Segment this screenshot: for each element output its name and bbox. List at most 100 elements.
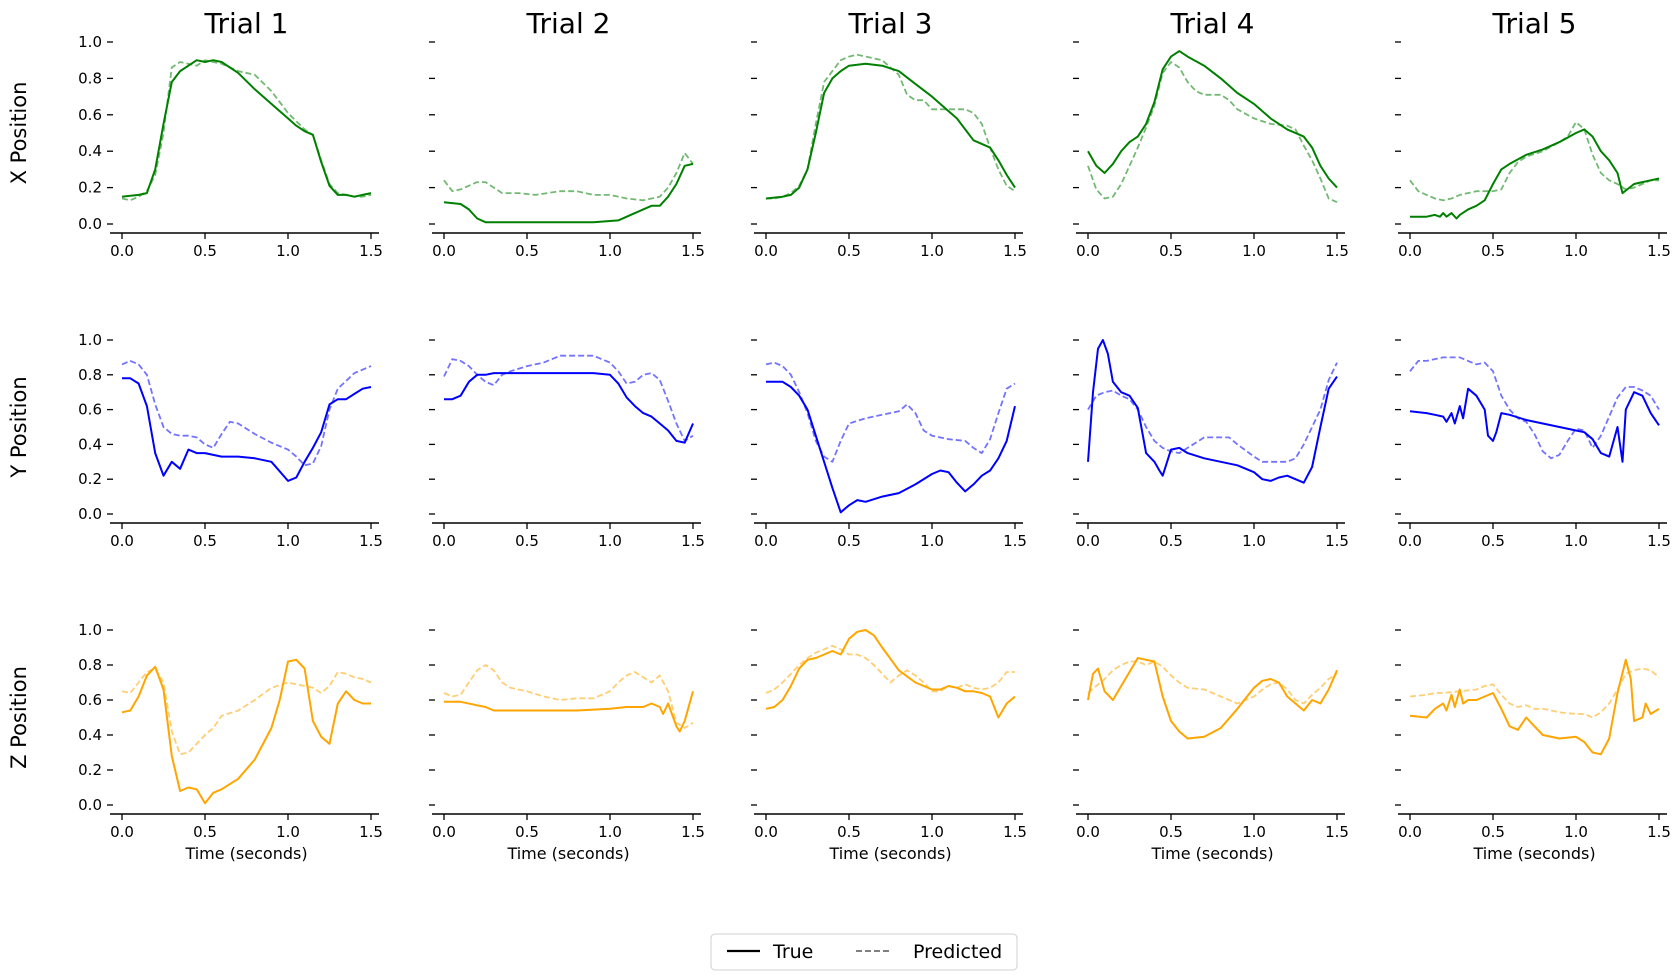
y-tick-label: 0.8	[78, 366, 102, 384]
x-tick-label: 0.5	[1481, 242, 1505, 260]
x-tick-label: 0.5	[515, 532, 539, 550]
series-true-line	[443, 162, 694, 224]
subplot-2-1: 0.0 0.5 1.0 1.5 0.0 0.2 0.4 0.6 0.8 1.0	[78, 331, 383, 550]
y-tick-label: 0.6	[78, 691, 102, 709]
subplot-3-4: 0.0 0.5 1.0 1.5 Time (seconds)	[1073, 629, 1349, 863]
x-tick-label: 0.5	[1159, 823, 1183, 841]
subplot-1-3: 0.0 0.5 1.0 1.5	[751, 41, 1027, 260]
y-tick-label: 1.0	[78, 331, 102, 349]
series-predicted-line	[1409, 356, 1660, 460]
subplot-2-5: 0.0 0.5 1.0 1.5	[1395, 339, 1671, 550]
x-tick-label: 1.5	[1647, 242, 1671, 260]
x-axis-label: Time (seconds)	[1472, 844, 1595, 863]
series-predicted-line	[1409, 121, 1659, 202]
x-tick-label: 1.0	[1242, 823, 1266, 841]
x-tick-label: 1.0	[1242, 242, 1266, 260]
x-tick-label: 1.0	[1564, 242, 1588, 260]
x-tick-label: 0.5	[193, 532, 217, 550]
series-predicted-line	[1087, 61, 1338, 204]
x-tick-label: 0.0	[110, 242, 134, 260]
x-tick-label: 0.0	[110, 532, 134, 550]
subplot-1-5: 0.0 0.5 1.0 1.5	[1395, 41, 1671, 260]
series-true-line	[444, 691, 694, 733]
x-tick-label: 1.5	[359, 532, 383, 550]
y-tick-label: 0.4	[78, 435, 102, 453]
subplot-1-4: 0.0 0.5 1.0 1.5	[1073, 41, 1349, 260]
x-tick-label: 0.5	[837, 823, 861, 841]
column-title: Trial 3	[848, 7, 933, 40]
legend: True Predicted	[710, 933, 1018, 971]
x-tick-label: 1.0	[1242, 532, 1266, 550]
series-predicted-line	[765, 361, 1016, 463]
series-true-line	[1087, 657, 1338, 740]
x-tick-label: 0.0	[432, 242, 456, 260]
y-tick-label: 0.2	[78, 179, 102, 197]
subplot-grid: 0.0 0.5 1.0 1.5 0.0 0.2 0.4 0.6 0.8 1.0 0.0 0.5 1.0 1…	[78, 33, 1671, 863]
x-tick-label: 0.5	[193, 823, 217, 841]
x-tick-label: 1.5	[681, 823, 705, 841]
x-tick-label: 0.0	[754, 242, 778, 260]
x-tick-label: 1.0	[276, 823, 300, 841]
series-predicted-line	[443, 354, 694, 442]
series-predicted-line	[121, 359, 372, 467]
x-tick-label: 0.5	[193, 242, 217, 260]
x-tick-label: 0.5	[837, 532, 861, 550]
x-tick-label: 1.5	[1325, 823, 1349, 841]
x-tick-label: 0.0	[1076, 242, 1100, 260]
series-predicted-line	[443, 664, 694, 729]
y-tick-label: 0.6	[78, 106, 102, 124]
x-tick-label: 0.0	[1076, 823, 1100, 841]
series-true-line	[765, 629, 1016, 719]
y-tick-label: 0.0	[78, 796, 102, 814]
x-tick-label: 0.0	[432, 532, 456, 550]
x-tick-label: 0.0	[1398, 823, 1422, 841]
subplot-3-5: 0.0 0.5 1.0 1.5 Time (seconds)	[1395, 629, 1671, 863]
y-tick-label: 0.2	[78, 761, 102, 779]
y-tick-label: 1.0	[78, 33, 102, 51]
x-tick-label: 1.0	[276, 532, 300, 550]
series-predicted-line	[121, 667, 372, 756]
subplot-2-4: 0.0 0.5 1.0 1.5	[1073, 339, 1349, 550]
y-tick-label: 0.4	[78, 142, 102, 160]
x-tick-label: 1.5	[1647, 532, 1671, 550]
series-true-line	[444, 372, 694, 444]
subplot-1-1: 0.0 0.5 1.0 1.5 0.0 0.2 0.4 0.6 0.8 1.0	[78, 33, 383, 260]
series-true-line	[1409, 658, 1660, 756]
column-title: Trial 2	[526, 7, 611, 40]
x-axis-label: Time (seconds)	[506, 844, 629, 863]
x-tick-label: 1.5	[359, 242, 383, 260]
x-tick-label: 1.0	[1564, 823, 1588, 841]
series-predicted-line	[1409, 667, 1660, 719]
series-predicted-line	[1087, 660, 1338, 705]
column-titles: Trial 1 Trial 2 Trial 3 Trial 4 Trial 5	[204, 7, 1577, 40]
x-tick-label: 0.5	[837, 242, 861, 260]
x-axis-label: Time (seconds)	[184, 844, 307, 863]
series-true-line	[766, 380, 1016, 514]
subplot-2-3: 0.0 0.5 1.0 1.5	[751, 339, 1027, 550]
series-true-line	[1087, 339, 1338, 484]
legend-predicted-label: Predicted	[913, 941, 1002, 963]
row-label: Y Position	[7, 376, 31, 478]
series-predicted-line	[765, 644, 1015, 694]
x-tick-label: 0.5	[515, 823, 539, 841]
x-tick-label: 0.5	[1159, 242, 1183, 260]
x-tick-label: 1.0	[598, 823, 622, 841]
series-true-line	[1087, 50, 1338, 189]
x-tick-label: 0.5	[1481, 823, 1505, 841]
x-tick-label: 1.5	[1325, 532, 1349, 550]
y-tick-label: 0.0	[78, 215, 102, 233]
legend-true-label: True	[772, 941, 813, 963]
x-tick-label: 0.5	[1481, 532, 1505, 550]
row-label: Z Position	[7, 666, 31, 769]
row-label: X Position	[7, 82, 31, 185]
y-tick-label: 0.2	[78, 470, 102, 488]
x-tick-label: 1.0	[920, 532, 944, 550]
series-true-line	[121, 658, 371, 805]
x-tick-label: 1.0	[598, 532, 622, 550]
x-tick-label: 1.5	[359, 823, 383, 841]
series-true-line	[765, 62, 1016, 200]
x-tick-label: 1.5	[681, 532, 705, 550]
series-predicted-line	[443, 152, 694, 202]
subplot-3-3: 0.0 0.5 1.0 1.5 Time (seconds)	[751, 629, 1027, 863]
